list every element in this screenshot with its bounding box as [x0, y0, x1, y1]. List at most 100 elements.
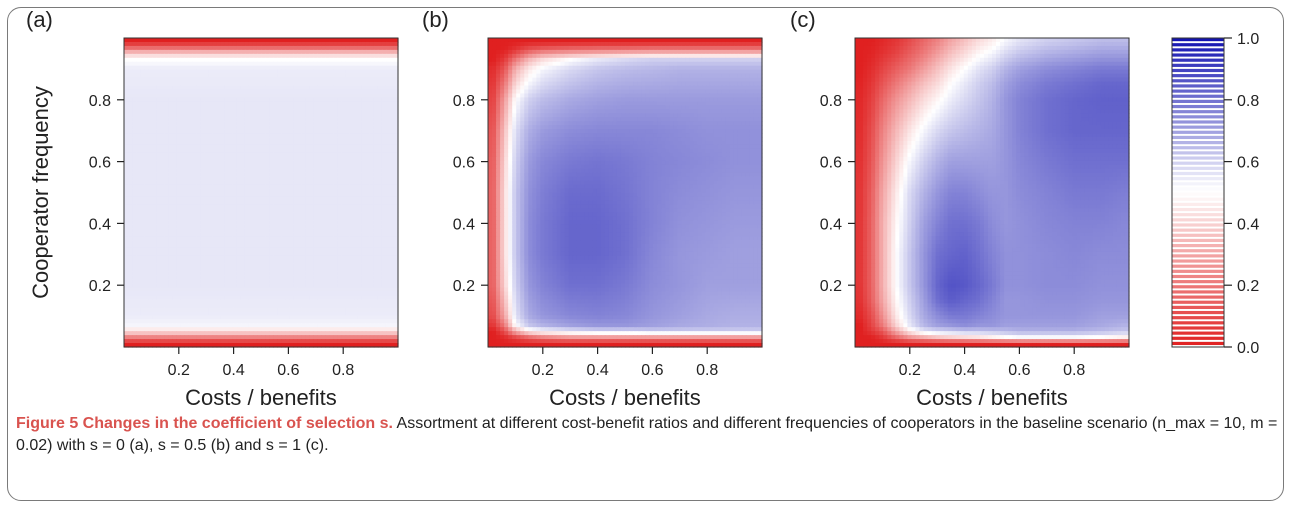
heatmap-cell — [252, 73, 258, 79]
heatmap-cell — [128, 315, 133, 320]
heatmap-cell — [273, 180, 278, 186]
heatmap-cell — [160, 57, 165, 63]
heatmap-cell — [148, 152, 153, 158]
heatmap-cell — [228, 271, 234, 277]
heatmap-cell — [124, 236, 129, 241]
heatmap-cell — [369, 275, 375, 281]
heatmap-cell — [361, 180, 367, 186]
heatmap-cell — [136, 77, 141, 83]
heatmap-cell — [128, 141, 133, 146]
heatmap-cell — [224, 216, 230, 221]
heatmap-cell — [188, 160, 194, 166]
heatmap-cell — [180, 319, 186, 324]
heatmap-cell — [281, 240, 286, 245]
heatmap-cell — [152, 192, 157, 198]
heatmap-cell — [248, 287, 254, 293]
heatmap-cell — [337, 307, 343, 312]
heatmap-cell — [204, 57, 210, 63]
heatmap-cell — [236, 77, 242, 83]
heatmap-cell — [248, 133, 254, 138]
heatmap-cell — [329, 121, 335, 126]
heatmap-cell — [345, 224, 351, 229]
heatmap-cell — [385, 180, 391, 186]
heatmap-cell — [180, 164, 186, 170]
heatmap-cell — [381, 267, 387, 273]
heatmap-cell — [361, 228, 367, 233]
heatmap-cell — [313, 85, 319, 91]
heatmap-cell — [309, 69, 314, 75]
heatmap-cell — [313, 263, 319, 269]
heatmap-cell — [285, 121, 290, 126]
heatmap-cell — [140, 295, 145, 301]
heatmap-cell — [204, 263, 210, 269]
heatmap-cell — [341, 240, 347, 245]
heatmap-cell — [132, 224, 137, 229]
heatmap-cell — [349, 164, 355, 170]
heatmap-cell — [277, 196, 282, 202]
heatmap-cell — [373, 69, 379, 75]
heatmap-cell — [293, 267, 298, 273]
heatmap-cell — [361, 41, 367, 47]
heatmap-cell — [273, 113, 278, 118]
heatmap-cell — [265, 65, 270, 71]
heatmap-cell — [301, 307, 306, 312]
heatmap-cell — [200, 251, 206, 257]
heatmap-cell — [353, 73, 359, 79]
heatmap-cell — [216, 93, 222, 99]
heatmap-cell — [188, 144, 194, 150]
heatmap-cell — [377, 196, 383, 202]
heatmap-cell — [188, 81, 194, 87]
heatmap-cell — [164, 307, 169, 312]
heatmap-cell — [289, 259, 294, 265]
heatmap-cell — [180, 267, 186, 273]
heatmap-cell — [393, 49, 399, 55]
heatmap-cell — [265, 156, 270, 162]
heatmap-cell — [240, 263, 246, 269]
heatmap-cell — [236, 311, 242, 316]
heatmap-cell — [224, 172, 230, 178]
heatmap-cell — [389, 299, 395, 305]
heatmap-cell — [252, 141, 258, 146]
heatmap-cell — [269, 77, 274, 83]
heatmap-cell — [132, 251, 137, 257]
heatmap-cell — [228, 244, 234, 249]
heatmap-cell — [208, 156, 214, 162]
heatmap-cell — [261, 89, 266, 95]
heatmap-cell — [200, 188, 206, 194]
heatmap-cell — [325, 65, 331, 71]
heatmap-cell — [305, 188, 310, 194]
heatmap-cell — [224, 65, 230, 71]
heatmap-cell — [389, 232, 395, 237]
heatmap-cell — [273, 93, 278, 99]
heatmap-cell — [228, 57, 234, 63]
heatmap-cell — [168, 144, 173, 150]
heatmap-cell — [293, 85, 298, 91]
heatmap-cell — [305, 240, 310, 245]
heatmap-cell — [353, 271, 359, 277]
heatmap-cell — [297, 220, 302, 225]
heatmap-cell — [261, 69, 266, 75]
heatmap-cell — [289, 319, 294, 324]
heatmap-cell — [180, 291, 186, 297]
heatmap-cell — [365, 129, 371, 134]
heatmap-cell — [377, 247, 383, 253]
heatmap-cell — [140, 247, 145, 253]
heatmap-cell — [337, 41, 343, 47]
heatmap-cell — [164, 212, 169, 217]
heatmap-cell — [252, 319, 258, 324]
heatmap-cell — [357, 121, 363, 126]
heatmap-cell — [148, 299, 153, 305]
heatmap-cell — [301, 295, 306, 301]
heatmap-cell — [309, 295, 314, 301]
heatmap-cell — [265, 81, 270, 87]
heatmap-cell — [180, 228, 186, 233]
heatmap-cell — [124, 101, 129, 106]
heatmap-cell — [220, 299, 226, 305]
heatmap-cell — [329, 164, 335, 170]
heatmap-cell — [256, 200, 262, 205]
heatmap-cell — [192, 323, 198, 328]
heatmap-cell — [309, 188, 314, 194]
heatmap-cell — [265, 53, 270, 59]
heatmap-cell — [341, 232, 347, 237]
heatmap-cell — [325, 77, 331, 83]
